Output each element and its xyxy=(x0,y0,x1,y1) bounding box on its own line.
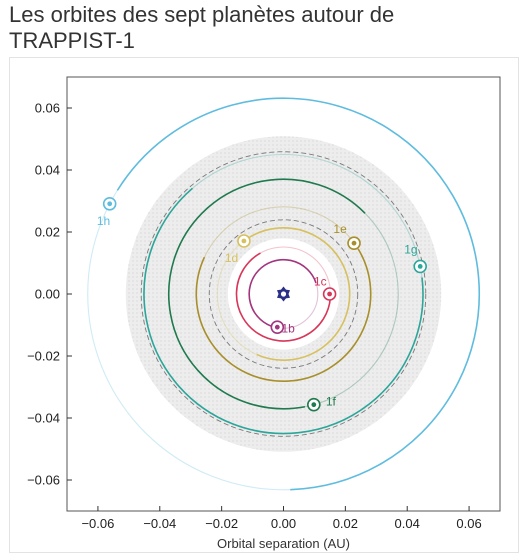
planet-label-1e: 1e xyxy=(333,222,347,236)
planet-label-1b: 1b xyxy=(281,322,295,336)
orbit-arc-1b xyxy=(248,258,317,328)
x-tick-label-4: 0.02 xyxy=(333,516,358,531)
orbit-arc-1h xyxy=(116,97,481,491)
planet-label-1d: 1d xyxy=(225,251,238,265)
dashed-circle-0 xyxy=(208,219,359,369)
planet-core-1f xyxy=(311,402,317,408)
chart-frame xyxy=(9,57,519,553)
planet-label-1h: 1h xyxy=(97,214,110,228)
dashed-circle-1 xyxy=(140,151,427,437)
star-marker xyxy=(277,286,290,302)
x-tick-label-5: 0.04 xyxy=(395,516,420,531)
planet-core-1d xyxy=(241,238,247,244)
x-tick-label-3: 0.00 xyxy=(271,516,296,531)
planet-core-1b xyxy=(274,324,280,330)
x-axis-label: Orbital separation (AU) xyxy=(217,536,350,551)
planet-core-1g xyxy=(417,264,423,269)
orbit-arc-1c xyxy=(235,252,332,342)
y-tick-label-3: 0.00 xyxy=(35,287,60,302)
planet-core-1h xyxy=(107,201,113,207)
orbit-arc-1g xyxy=(143,187,424,435)
planet-label-1c: 1c xyxy=(314,275,327,289)
planet-core-1e xyxy=(351,240,357,246)
x-tick-label-0: −0.06 xyxy=(81,516,114,531)
habitable-zone xyxy=(125,136,442,452)
planet-core-1c xyxy=(327,291,332,297)
y-tick-label-2: 0.02 xyxy=(35,225,60,240)
y-tick-label-5: −0.04 xyxy=(27,411,60,426)
x-tick-label-2: −0.02 xyxy=(205,516,238,531)
orbit-arc-1e xyxy=(195,248,372,383)
star-center xyxy=(280,291,287,297)
y-tick-label-6: −0.06 xyxy=(27,473,60,488)
page-title: Les orbites des sept planètes autour de … xyxy=(9,2,395,53)
orbit-arc-1f xyxy=(168,178,366,410)
x-tick-label-1: −0.04 xyxy=(143,516,176,531)
planet-label-1g: 1g xyxy=(404,242,417,256)
y-tick-label-4: −0.02 xyxy=(27,349,60,364)
planet-label-1f: 1f xyxy=(326,395,337,409)
y-tick-label-1: 0.04 xyxy=(35,163,60,178)
orbit-arc-1d xyxy=(247,227,351,361)
y-tick-label-0: 0.06 xyxy=(35,101,60,116)
x-tick-label-6: 0.06 xyxy=(456,516,481,531)
